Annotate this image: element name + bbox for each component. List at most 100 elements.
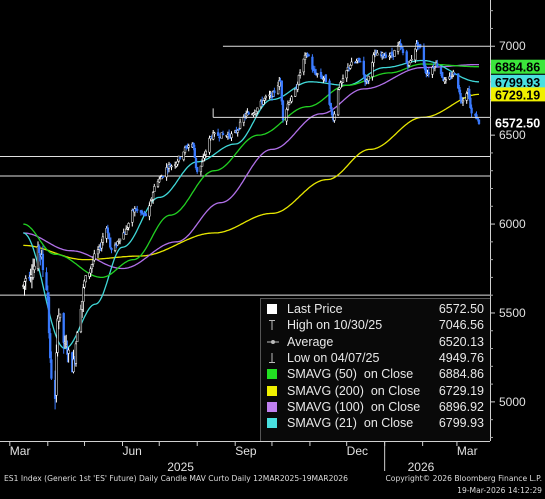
candle-body [349, 65, 352, 69]
candle-body [469, 97, 472, 109]
candle-body [410, 59, 413, 61]
candle-body [350, 61, 353, 66]
candle-body [122, 232, 125, 240]
candle-body [367, 75, 370, 81]
candle-body [33, 265, 36, 271]
legend-swatch [267, 401, 277, 412]
candle-body [84, 275, 87, 283]
candle-body [345, 70, 348, 79]
candle-body [238, 121, 242, 129]
candle-body [357, 57, 361, 61]
candle-body [156, 181, 160, 187]
candle-body [393, 50, 396, 57]
price-label-bg [491, 87, 545, 102]
candle-body [55, 352, 58, 396]
candle-body [431, 67, 434, 75]
candle-body [409, 60, 412, 64]
legend-row: Last Price 6572.50 [261, 302, 490, 317]
x-tick-label: Sep [235, 444, 257, 458]
candle-body [263, 98, 266, 101]
y-tick-label: 6500 [499, 128, 526, 142]
footer-description: ES1 Index (Generic 1st 'ES' Future) Dail… [4, 474, 348, 483]
candle-body [58, 313, 62, 319]
legend-value: 6729.19 [438, 383, 484, 398]
y-tick-label: 6000 [499, 217, 526, 231]
candle-body [151, 192, 155, 200]
candle-body [62, 313, 65, 343]
footer-timestamp: 19-Mar-2026 14:12:29 [457, 486, 542, 495]
legend-label: SMAVG (50) on Close [287, 367, 414, 382]
reference-lines [0, 155, 490, 296]
candle-body [158, 178, 161, 183]
candle-body [399, 43, 402, 47]
candle-body [444, 79, 448, 81]
candle-body [278, 80, 281, 87]
candle-body [302, 58, 305, 73]
candle-body [140, 210, 144, 214]
price-label: 6884.86 [491, 59, 545, 75]
legend-row: Low on 04/07/25 4949.76 [261, 351, 490, 366]
candle-body [427, 72, 430, 75]
candle-body [311, 56, 314, 70]
candle-body [298, 72, 302, 76]
candle-body [465, 93, 468, 101]
candle-body [107, 233, 111, 240]
candle-body [336, 89, 340, 116]
footer-copyright: Copyright© 2026 Bloomberg Finance L.P. [385, 474, 543, 483]
candle-body [176, 161, 179, 165]
candle-body [41, 253, 45, 271]
candle-body [90, 264, 94, 270]
candle-body [441, 72, 444, 78]
candle-body [400, 46, 403, 49]
candle-body [450, 75, 454, 77]
legend-value: 7046.56 [438, 318, 484, 333]
x-tick-label: Mar [457, 444, 478, 458]
candle-body [247, 112, 250, 115]
candle-body [72, 358, 75, 373]
candle-body [118, 238, 122, 242]
candle-body [425, 69, 428, 75]
legend-avg-icon [267, 336, 279, 346]
candle-body [313, 69, 316, 74]
candle-body [287, 102, 291, 105]
year-label: 2026 [408, 460, 435, 474]
legend-label: Low on 04/07/25 [287, 350, 380, 365]
range-box [212, 45, 490, 118]
candle-body [93, 253, 96, 261]
candle-body [296, 83, 299, 90]
candle-body [83, 280, 86, 288]
candle-body [470, 107, 473, 114]
candle-body [131, 210, 134, 223]
candle-body [359, 60, 362, 63]
candle-body [109, 237, 112, 248]
chart-footer: ES1 Index (Generic 1st 'ES' Future) Dail… [0, 471, 545, 499]
candle-body [126, 228, 129, 230]
candle-body [433, 66, 437, 69]
candle-body [286, 103, 290, 110]
candle-body [285, 109, 288, 122]
year-label: 2025 [167, 460, 194, 474]
candle-body [28, 277, 31, 279]
legend-label: SMAVG (200) on Close [287, 383, 421, 398]
legend: Last Price 6572.50 High on 10/30/25 7046.56… [260, 298, 490, 441]
candle-body [178, 157, 182, 159]
candle-body [264, 96, 267, 99]
candle-body [401, 49, 405, 53]
candle-body [96, 249, 100, 255]
legend-swatch [267, 369, 277, 380]
legend-label: High on 10/30/25 [287, 318, 383, 333]
candle-body [204, 150, 207, 155]
candle-body [79, 308, 83, 333]
legend-low-icon [267, 352, 277, 363]
candle-body [149, 200, 152, 207]
candle-body [303, 54, 307, 60]
legend-value: 4949.76 [438, 350, 484, 365]
candle-body [220, 132, 223, 139]
candle-body [422, 47, 426, 66]
x-tick-label: Jun [123, 444, 142, 458]
price-label-text: 6572.50 [495, 116, 540, 130]
candle-body [31, 268, 35, 278]
candle-body [50, 359, 53, 379]
candle-body [166, 168, 169, 170]
price-label: 6799.93 [491, 74, 545, 90]
